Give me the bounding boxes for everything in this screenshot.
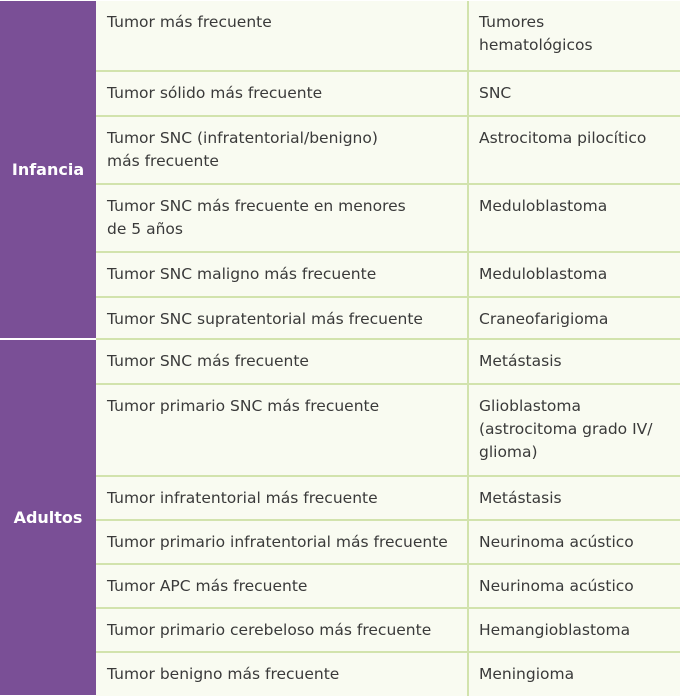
row-tumor: Tumores hematológicos: [468, 1, 680, 72]
row-tumor: Metástasis: [468, 476, 680, 521]
row-tumor: Neurinoma acústico: [468, 564, 680, 609]
table-row: Tumor SNC (infratentorial/benigno) más f…: [0, 116, 680, 185]
row-description: Tumor APC más frecuente: [96, 564, 469, 609]
table-row: Adultos Tumor SNC más frecuente Metástas…: [0, 339, 680, 697]
table-row: Tumor primario infratentorial más frecue…: [0, 520, 680, 565]
group-label-adultos: Adultos: [0, 339, 96, 697]
table-row: Tumor SNC supratentorial más frecuente C…: [0, 297, 680, 340]
row-tumor: Hemangioblastoma: [468, 608, 680, 653]
table-row: Infancia Tumor más frecuente Tumores hem…: [0, 1, 680, 340]
row-description: Tumor SNC maligno más frecuente: [96, 252, 469, 298]
row-tumor: Metástasis: [468, 339, 680, 385]
row-tumor: Meningioma: [468, 652, 680, 696]
group-label-infancia: Infancia: [0, 1, 96, 340]
table-row: Tumor primario SNC más frecuente Gliobla…: [0, 384, 680, 477]
row-tumor: Glioblastoma (astrocitoma grado IV/ glio…: [468, 384, 680, 477]
row-description: Tumor primario infratentorial más frecue…: [96, 520, 469, 565]
table-row: Tumor SNC maligno más frecuente Medulobl…: [0, 252, 680, 298]
row-tumor: SNC: [468, 71, 680, 117]
row-description: Tumor SNC más frecuente: [96, 339, 469, 385]
row-description: Tumor benigno más frecuente: [96, 652, 469, 696]
row-description: Tumor SNC supratentorial más frecuente: [96, 297, 469, 340]
table-row: Tumor benigno más frecuente Meningioma: [0, 652, 680, 696]
row-description: Tumor sólido más frecuente: [96, 71, 469, 117]
table-row: Tumor primario cerebeloso más frecuente …: [0, 608, 680, 653]
row-tumor: Meduloblastoma: [468, 252, 680, 298]
row-description: Tumor SNC (infratentorial/benigno) más f…: [96, 116, 469, 185]
table-row: Tumor infratentorial más frecuente Metás…: [0, 476, 680, 521]
table-row: Tumor SNC más frecuente en menores de 5 …: [0, 184, 680, 253]
row-tumor: Astrocitoma pilocítico: [468, 116, 680, 185]
table-row: Tumor sólido más frecuente SNC: [0, 71, 680, 117]
row-description: Tumor primario cerebeloso más frecuente: [96, 608, 469, 653]
row-description: Tumor más frecuente: [96, 1, 469, 72]
row-tumor: Craneofarigioma: [468, 297, 680, 340]
table-row: Tumor APC más frecuente Neurinoma acústi…: [0, 564, 680, 609]
row-description: Tumor infratentorial más frecuente: [96, 476, 469, 521]
row-tumor: Neurinoma acústico: [468, 520, 680, 565]
row-description: Tumor primario SNC más frecuente: [96, 384, 469, 477]
row-description: Tumor SNC más frecuente en menores de 5 …: [96, 184, 469, 253]
row-tumor: Meduloblastoma: [468, 184, 680, 253]
